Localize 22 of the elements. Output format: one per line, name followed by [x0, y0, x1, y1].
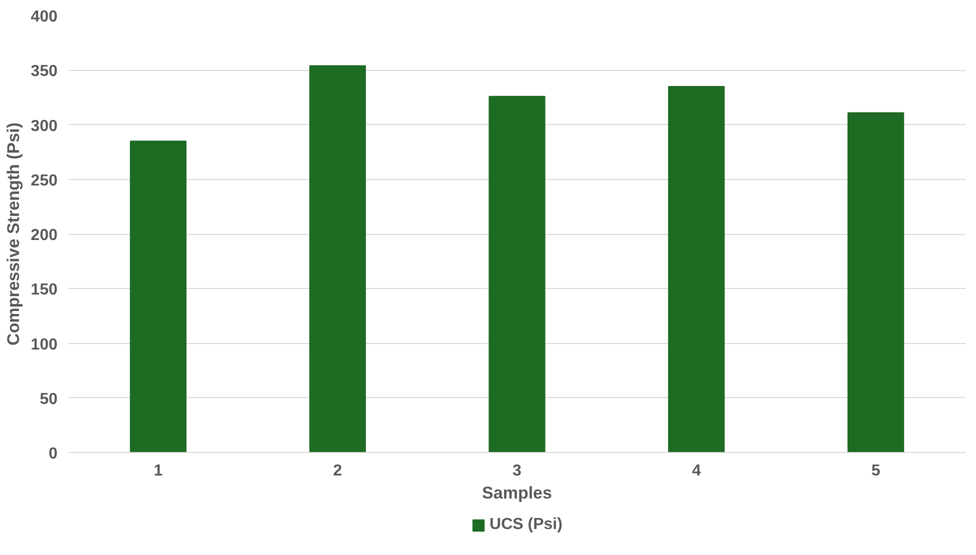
x-axis-title: Samples	[482, 484, 552, 502]
y-tick-label: 400	[30, 8, 58, 26]
bar	[488, 96, 546, 452]
y-tick-label: 0	[48, 446, 58, 462]
x-tick-label: 4	[692, 462, 701, 480]
bar	[309, 65, 366, 452]
bar	[847, 112, 904, 452]
y-axis-title: Compressive Strength (Psi)	[4, 122, 23, 346]
y-tick-label: 200	[30, 227, 58, 244]
bar	[130, 140, 187, 452]
bar	[668, 86, 725, 452]
y-tick-label: 100	[30, 336, 58, 354]
x-tick-label: 5	[871, 462, 880, 480]
y-tick-label: 250	[30, 172, 58, 190]
y-tick-label: 50	[40, 390, 58, 408]
y-tick-label: 350	[30, 63, 58, 80]
legend-label: UCS (Psi)	[490, 516, 562, 534]
y-tick-label: 300	[30, 118, 58, 135]
y-tick-label: 150	[30, 282, 58, 299]
x-tick-label: 3	[512, 462, 522, 480]
x-tick-label: 1	[154, 462, 163, 480]
x-tick-label: 2	[333, 462, 342, 480]
